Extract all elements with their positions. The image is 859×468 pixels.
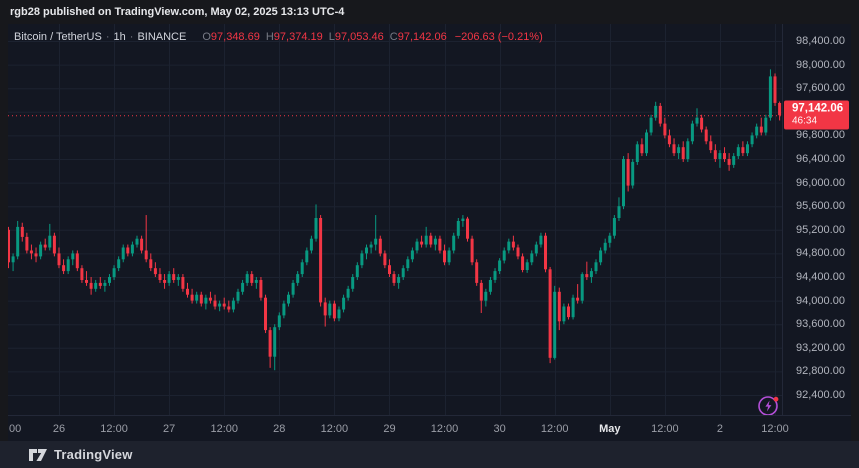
time-tick-label: 12:00 [210,422,238,435]
legend-separator: · [105,31,110,43]
last-price-value: 97,142.06 [792,102,844,115]
high-label: H [265,31,274,43]
time-tick-label: 2 [716,422,723,435]
time-tick-label: 12:00 [761,422,789,435]
chart-legend: Bitcoin / TetherUS · 1h · BINANCE O97,348.69 H… [14,31,543,43]
price-tick-label: 95,600.00 [796,200,845,213]
price-tick-label: 96,800.00 [796,129,845,142]
chart-panel: Bitcoin / TetherUS · 1h · BINANCE O97,348.69 H… [8,24,851,441]
low-value: 97,053.46 [334,31,384,43]
time-tick-label: 26 [52,422,66,435]
plot-area[interactable] [8,24,782,415]
time-tick-label: 12:00 [651,422,679,435]
close-value: 97,142.06 [397,31,447,43]
ohlc-values: O97,348.69 H97,374.19 L97,053.46 C97,142.06… [196,31,542,43]
price-tick-label: 94,800.00 [796,247,845,260]
time-tick-label: 27 [163,422,176,435]
candlestick-canvas[interactable] [8,24,782,415]
time-tick-label: 28 [273,422,286,435]
lightning-icon [758,396,779,415]
change-value: −206.63 (−0.21%) [454,31,543,43]
price-tick-label: 98,400.00 [796,35,845,47]
price-tick-label: 93,600.00 [796,318,845,331]
symbol-title[interactable]: Bitcoin / TetherUS [14,31,102,43]
time-tick-label: 12:00 [430,422,459,435]
time-tick-label: 12:00 [100,422,128,435]
price-tick-label: 94,000.00 [796,294,845,307]
price-tick-label: 92,400.00 [796,389,845,401]
time-tick-label: 30 [493,422,506,435]
bar-countdown: 46:34 [792,115,818,127]
open-label: O [202,31,211,43]
tradingview-brand-link[interactable]: TradingView [54,447,133,462]
time-tick-label: 12:00 [540,422,569,435]
time-tick-label: 29 [383,422,396,435]
notification-dot [773,396,779,402]
exchange-label: BINANCE [137,31,187,43]
time-tick-label: 12:00 [320,422,349,435]
price-tick-label: 96,000.00 [796,176,845,189]
price-tick-label: 95,200.00 [796,223,845,236]
time-tick-label: May [599,422,621,435]
high-value: 97,374.19 [273,31,323,43]
price-tick-label: 96,400.00 [796,153,845,165]
last-price-tag: 97,142.06 46:34 [784,100,849,130]
footer-bar: TradingView [0,441,859,468]
close-label: C [389,31,398,43]
legend-separator: · [129,31,134,43]
time-axis[interactable]: 00 26 12:00 27 12:00 28 12:00 29 12:00 30 12:00 May… [8,415,851,441]
time-tick-label: 00 [9,422,22,435]
price-tick-label: 97,600.00 [796,82,845,95]
price-tick-label: 98,000.00 [796,58,845,71]
price-tick-label: 93,200.00 [796,341,845,354]
low-label: L [328,31,335,43]
price-tick-label: 94,400.00 [796,271,845,283]
interval-label[interactable]: 1h [113,31,126,43]
price-tick-label: 92,800.00 [796,365,845,378]
lightning-button[interactable] [756,393,782,415]
publish-header: rgb28 published on TradingView.com, May … [10,6,345,18]
open-value: 97,348.69 [210,31,260,43]
price-axis[interactable]: 98,400.0098,000.0097,600.0097,200.0096,8… [782,24,851,415]
tradingview-logo-icon[interactable] [28,447,48,463]
